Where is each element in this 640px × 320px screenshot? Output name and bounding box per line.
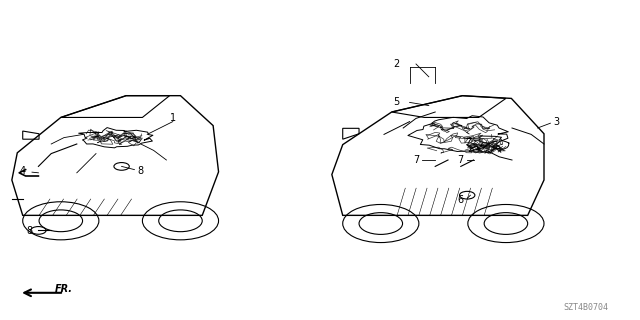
- Text: 8: 8: [26, 226, 33, 236]
- Text: 5: 5: [394, 97, 400, 108]
- Text: 6: 6: [458, 195, 464, 205]
- Text: 8: 8: [138, 166, 144, 176]
- Text: 3: 3: [554, 116, 560, 127]
- Text: 2: 2: [394, 59, 400, 69]
- Text: FR.: FR.: [54, 284, 72, 294]
- Text: 4: 4: [19, 166, 26, 176]
- Text: 1: 1: [170, 113, 176, 124]
- Text: SZT4B0704: SZT4B0704: [563, 303, 608, 312]
- Text: 7: 7: [413, 155, 419, 165]
- Text: 7: 7: [458, 155, 464, 165]
